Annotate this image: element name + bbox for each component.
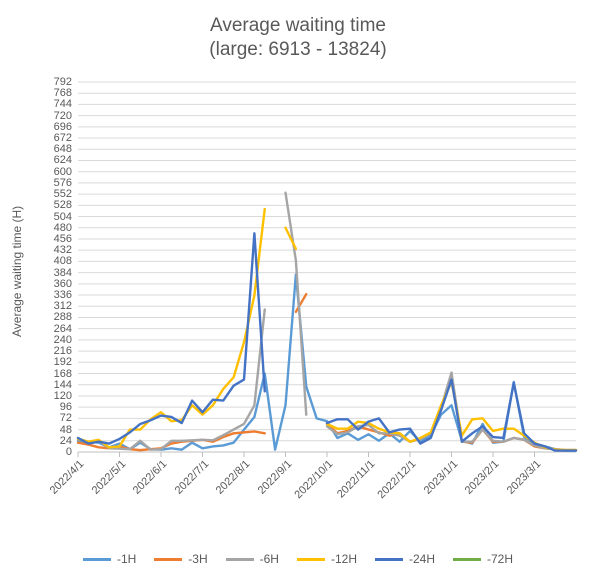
legend-swatch: [226, 558, 254, 561]
legend-label: -72H: [487, 552, 513, 566]
y-tick-label: 144: [54, 379, 72, 391]
legend-label: -1H: [117, 552, 136, 566]
y-tick-label: 120: [54, 390, 72, 402]
legend-item: -1H: [83, 552, 136, 566]
y-tick-label: 552: [54, 188, 72, 200]
title-line-1: Average waiting time: [0, 14, 596, 38]
y-tick-label: 528: [54, 199, 72, 211]
title-line-2: (large: 6913 - 13824): [0, 38, 596, 62]
y-tick-label: 744: [54, 98, 72, 110]
legend-label: -6H: [260, 552, 279, 566]
y-tick-label: 384: [54, 267, 72, 279]
y-tick-label: 96: [60, 401, 72, 413]
legend-swatch: [154, 558, 182, 561]
x-tick-labels: 2022/4/12022/5/12022/6/12022/7/12022/8/1…: [78, 458, 576, 538]
legend-label: -3H: [188, 552, 207, 566]
y-tick-label: 600: [54, 166, 72, 178]
legend-swatch: [83, 558, 111, 561]
legend-item: -24H: [375, 552, 435, 566]
y-tick-label: 168: [54, 368, 72, 380]
y-tick-label: 768: [54, 87, 72, 99]
y-tick-label: 672: [54, 132, 72, 144]
y-tick-label: 240: [54, 334, 72, 346]
y-tick-label: 288: [54, 311, 72, 323]
y-tick-label: 336: [54, 289, 72, 301]
y-tick-label: 264: [54, 323, 72, 335]
y-tick-label: 408: [54, 255, 72, 267]
y-tick-label: 24: [60, 435, 72, 447]
legend-label: -12H: [331, 552, 357, 566]
y-tick-labels: 0244872961201441681922162402642883123363…: [38, 82, 72, 452]
y-tick-label: 648: [54, 143, 72, 155]
legend-swatch: [375, 558, 403, 561]
legend-swatch: [453, 558, 481, 561]
y-tick-label: 480: [54, 222, 72, 234]
y-tick-label: 216: [54, 345, 72, 357]
y-tick-label: 696: [54, 121, 72, 133]
y-tick-label: 48: [60, 424, 72, 436]
legend-swatch: [297, 558, 325, 561]
legend-item: -6H: [226, 552, 279, 566]
y-tick-label: 720: [54, 110, 72, 122]
legend-item: -3H: [154, 552, 207, 566]
chart-title: Average waiting time (large: 6913 - 1382…: [0, 14, 596, 62]
legend-item: -12H: [297, 552, 357, 566]
y-tick-label: 624: [54, 154, 72, 166]
y-tick-label: 192: [54, 356, 72, 368]
y-tick-label: 504: [54, 211, 72, 223]
y-tick-label: 312: [54, 300, 72, 312]
y-tick-label: 432: [54, 244, 72, 256]
plot-area: [78, 82, 576, 452]
legend: -1H -3H -6H -12H -24H -72H: [38, 552, 558, 566]
y-tick-label: 456: [54, 233, 72, 245]
legend-item: -72H: [453, 552, 513, 566]
y-tick-label: 360: [54, 278, 72, 290]
legend-label: -24H: [409, 552, 435, 566]
y-tick-label: 792: [54, 76, 72, 88]
y-tick-label: 576: [54, 177, 72, 189]
chart-container: Average waiting time (large: 6913 - 1382…: [0, 0, 596, 587]
y-tick-label: 0: [66, 446, 72, 458]
y-axis-label: Average waiting time (H): [10, 206, 24, 337]
y-tick-label: 72: [60, 412, 72, 424]
